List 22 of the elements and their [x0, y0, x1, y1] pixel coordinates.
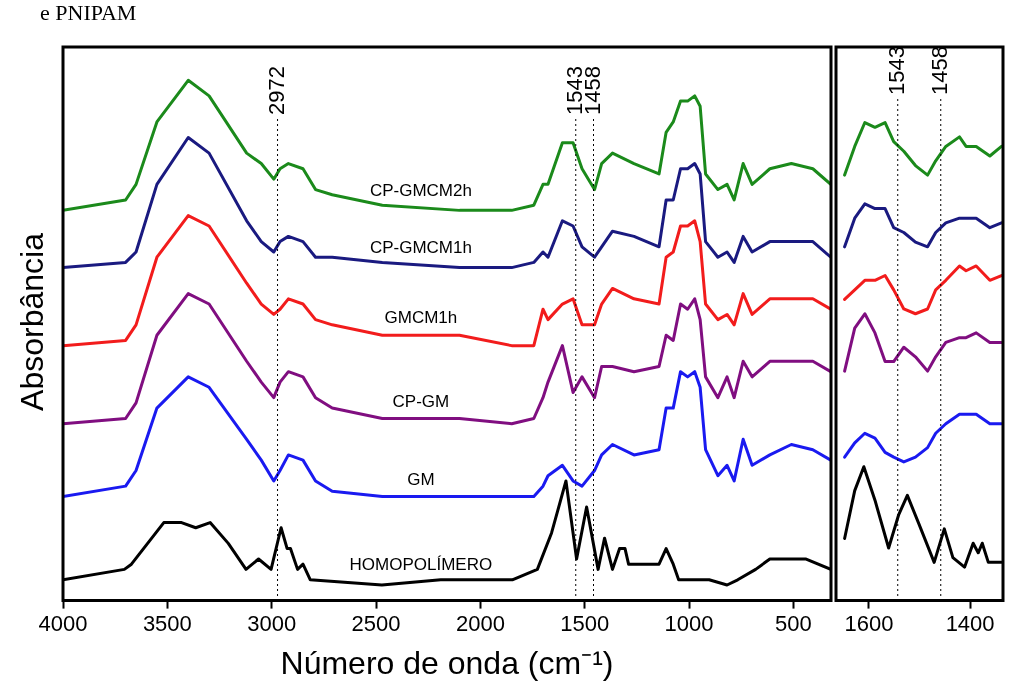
series-label: GM: [407, 469, 435, 489]
ref-line-label: 1543: [883, 46, 909, 95]
x-tick-label: 4000: [38, 610, 88, 636]
x-tick-label: 500: [775, 610, 812, 636]
series-label: HOMOPOLÍMERO: [349, 554, 493, 574]
series-label: CP-GMCM1h: [369, 238, 472, 258]
x-tick-label: 1500: [560, 610, 610, 636]
y-axis-title: Absorbância: [13, 233, 50, 411]
x-tick-label: 2500: [351, 610, 401, 636]
x-tick-label: 1600: [844, 610, 894, 636]
series-label: CP-GMCM2h: [369, 180, 472, 200]
ref-line-label: 1458: [926, 46, 952, 95]
x-axis-title: Número de onda (cm⁻¹): [280, 644, 614, 683]
series-label: GMCM1h: [384, 308, 458, 328]
text: e PNIPAM: [40, 0, 137, 25]
series-label: CP-GM: [392, 391, 450, 411]
x-tick-label: 2000: [455, 610, 505, 636]
x-tick-label: 1000: [664, 610, 714, 636]
x-tick-label: 3000: [247, 610, 297, 636]
ref-line-label: 2972: [263, 66, 289, 115]
x-tick-label: 1400: [945, 610, 995, 636]
x-tick-label: 3500: [142, 610, 192, 636]
